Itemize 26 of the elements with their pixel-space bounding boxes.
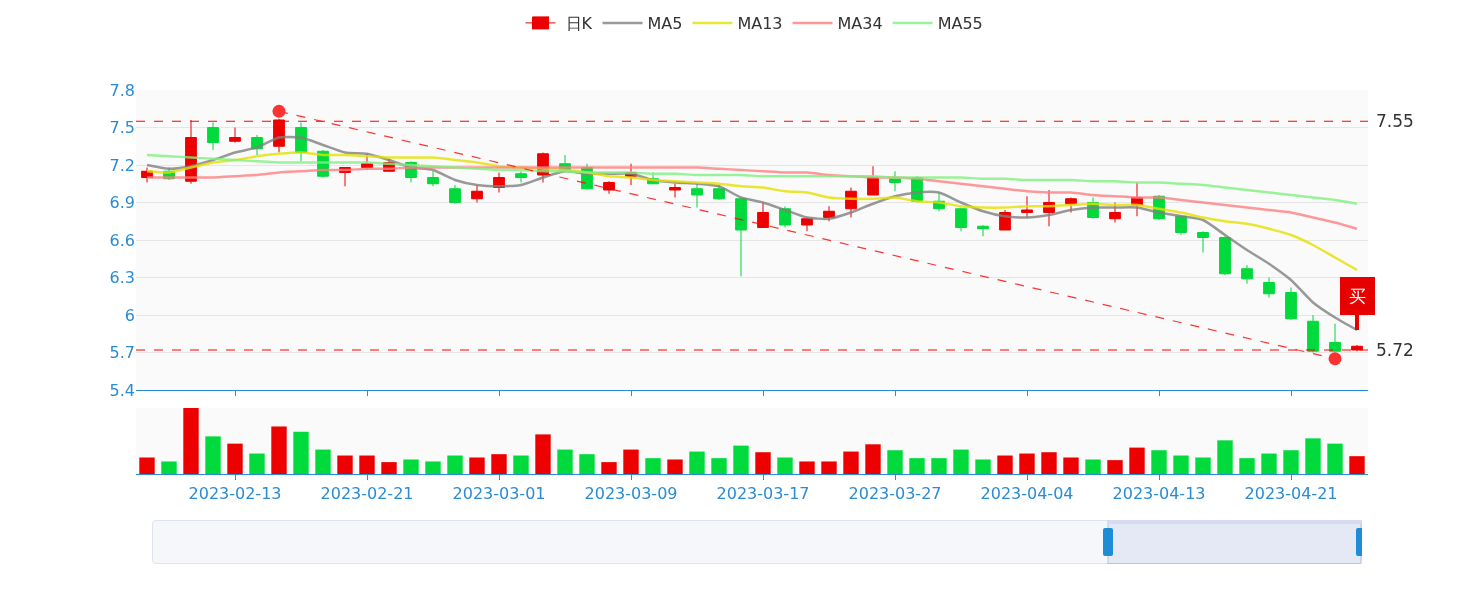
y-tick-label: 6.6 <box>109 230 135 250</box>
ref-line-label: 5.72 <box>1376 340 1414 360</box>
y-tick-label: 7.5 <box>109 118 135 138</box>
y-tick-label: 5.4 <box>109 380 135 400</box>
x-tick-label: 2023-03-09 <box>584 484 678 504</box>
x-tick-label: 2023-04-13 <box>1112 484 1206 504</box>
annotation: 买 <box>1349 286 1366 306</box>
y-tick-label: 7.2 <box>109 155 135 175</box>
x-tick-label: 2023-04-04 <box>980 484 1074 504</box>
legend-label: MA5 <box>647 14 683 34</box>
legend-label: MA34 <box>837 14 883 34</box>
y-tick-label: 6 <box>124 305 135 325</box>
y-tick-label: 6.3 <box>109 268 135 288</box>
x-tick-label: 2023-03-17 <box>716 484 810 504</box>
x-tick-label: 2023-02-21 <box>320 484 414 504</box>
ref-line-label: 7.55 <box>1376 111 1414 131</box>
y-tick-label: 5.7 <box>109 343 135 363</box>
x-tick-label: 2023-02-13 <box>188 484 282 504</box>
x-tick-label: 2023-03-01 <box>452 484 546 504</box>
x-tick-label: 2023-03-27 <box>848 484 942 504</box>
legend-label: MA55 <box>937 14 983 34</box>
legend-label: MA13 <box>737 14 783 34</box>
x-tick-label: 2023-04-21 <box>1244 484 1338 504</box>
y-tick-label: 6.9 <box>109 193 135 213</box>
y-tick-label: 7.8 <box>109 80 135 100</box>
legend-label: 日K <box>565 14 593 34</box>
